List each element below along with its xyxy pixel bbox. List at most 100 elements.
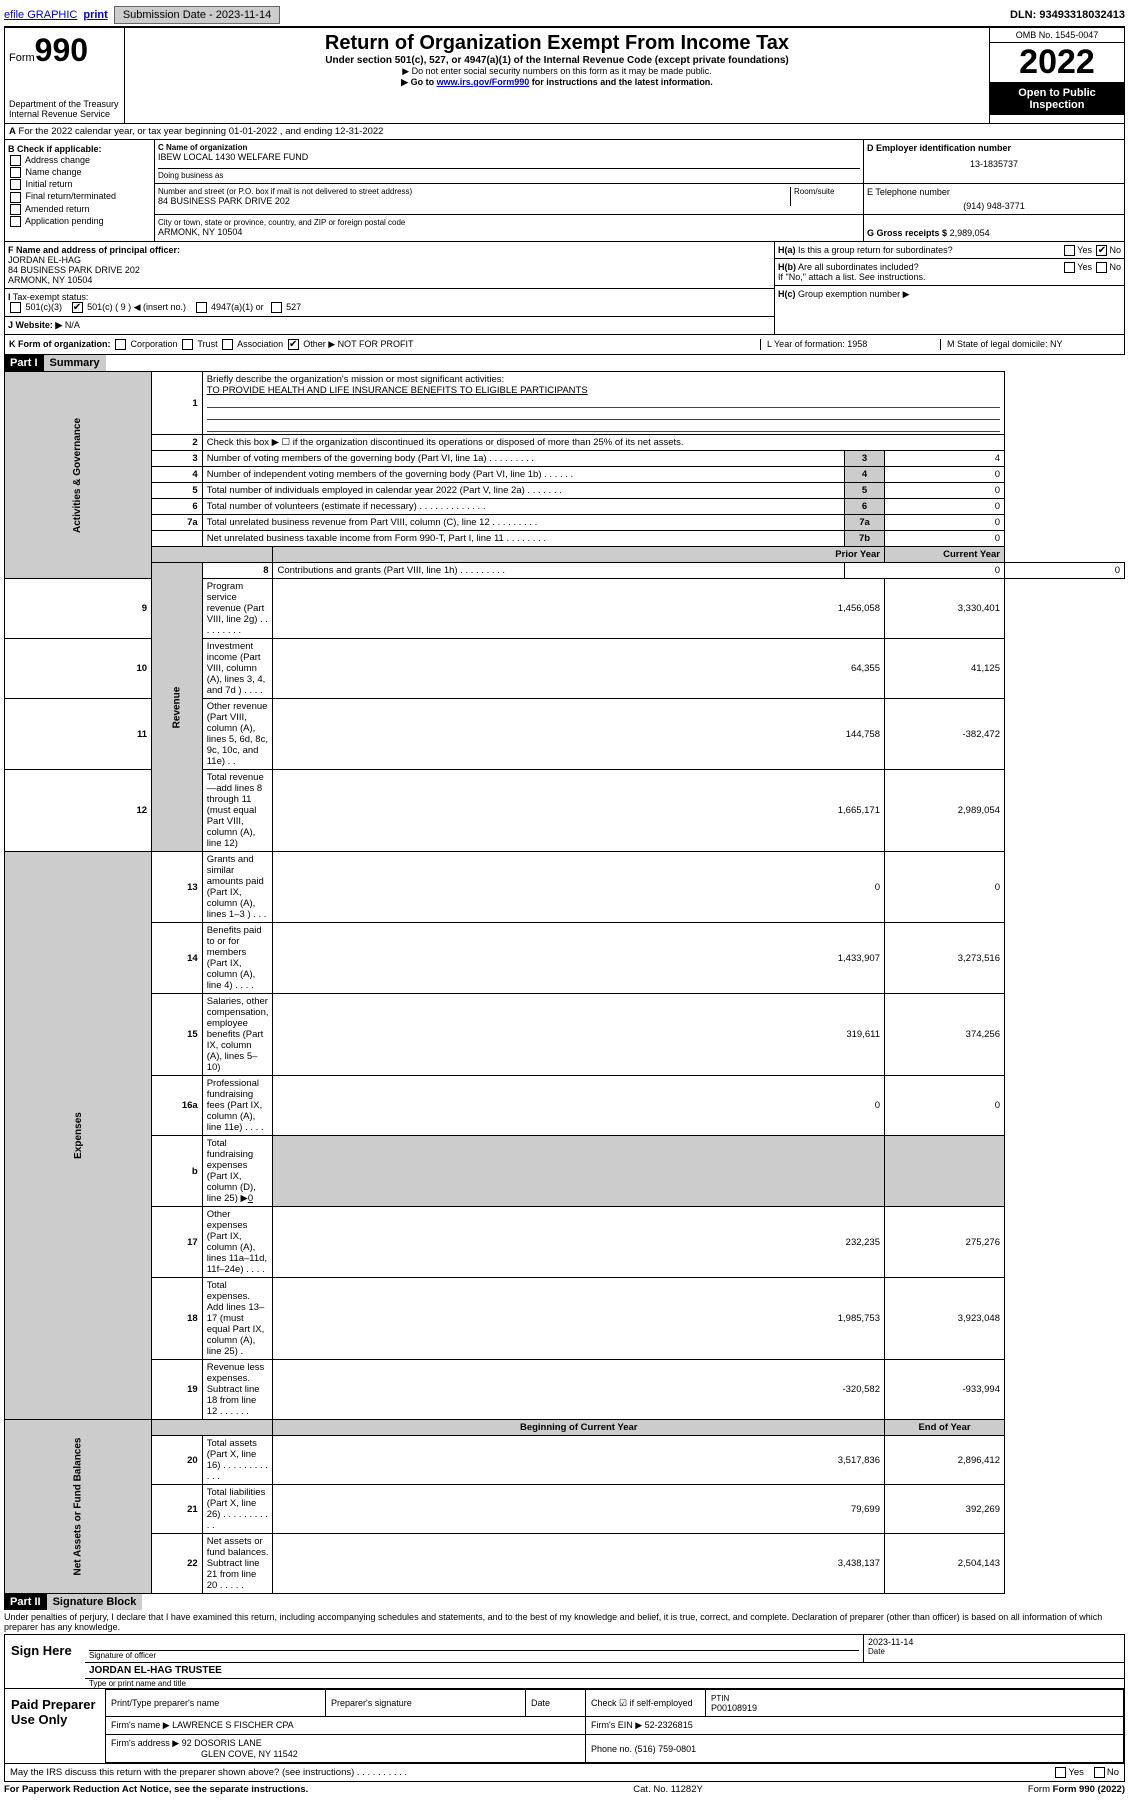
chk-corp[interactable] (115, 339, 126, 350)
goto-post: for instructions and the latest informat… (529, 77, 713, 87)
chk-hb-yes[interactable] (1064, 262, 1075, 273)
i-c: 501(c) ( 9 ) ◀ (insert no.) (87, 302, 186, 312)
hdr-current: Current Year (885, 547, 1005, 563)
chk-assoc[interactable] (222, 339, 233, 350)
chk-527[interactable] (271, 302, 282, 313)
q8: Contributions and grants (Part VIII, lin… (273, 563, 845, 579)
chk-ha-no[interactable] (1096, 245, 1107, 256)
dln: DLN: 93493318032413 (1010, 9, 1125, 21)
signature-block: Sign Here Signature of officer 2023-11-1… (4, 1634, 1125, 1764)
firm-ein: 52-2326815 (645, 1720, 693, 1730)
b-app: Application pending (25, 216, 104, 226)
v5: 0 (885, 483, 1005, 499)
chk-discuss-yes[interactable] (1055, 1767, 1066, 1778)
c20: 2,896,412 (885, 1436, 1005, 1485)
print-link[interactable]: print (83, 9, 107, 21)
c19: -933,994 (885, 1360, 1005, 1420)
dept-treasury: Department of the Treasury (9, 99, 120, 109)
p19: -320,582 (273, 1360, 885, 1420)
q2: Check this box ▶ ☐ if the organization d… (202, 435, 1004, 451)
p16a: 0 (273, 1076, 885, 1136)
ptin-label: PTIN (711, 1694, 729, 1703)
c15: 374,256 (885, 994, 1005, 1076)
q3: Number of voting members of the governin… (202, 451, 844, 467)
room-label: Room/suite (790, 187, 860, 206)
pt-sig-label: Preparer's signature (326, 1690, 526, 1717)
q1: Briefly describe the organization's miss… (207, 374, 505, 385)
form-title: Return of Organization Exempt From Incom… (129, 32, 985, 55)
dln-value: 93493318032413 (1039, 9, 1125, 21)
cat-no: Cat. No. 11282Y (633, 1784, 703, 1795)
p13: 0 (273, 852, 885, 923)
p14: 1,433,907 (273, 923, 885, 994)
q18: Total expenses. Add lines 13–17 (must eq… (202, 1278, 273, 1360)
irs-link[interactable]: www.irs.gov/Form990 (437, 77, 530, 87)
sig-date: 2023-11-14 (868, 1637, 1120, 1647)
c11: -382,472 (885, 699, 1005, 770)
q21: Total liabilities (Part X, line 26) . . … (202, 1485, 273, 1534)
hdr-end: End of Year (885, 1420, 1005, 1436)
i-label: Tax-exempt status: (13, 292, 89, 302)
p15: 319,611 (273, 994, 885, 1076)
chk-hb-no[interactable] (1096, 262, 1107, 273)
efile-link[interactable]: efile GRAPHIC (4, 9, 77, 21)
v3: 4 (885, 451, 1005, 467)
q17: Other expenses (Part IX, column (A), lin… (202, 1207, 273, 1278)
paid-preparer-label: Paid Preparer Use Only (5, 1689, 105, 1763)
chk-501c[interactable] (72, 302, 83, 313)
p10: 64,355 (273, 639, 885, 699)
j-label: Website: ▶ (16, 320, 63, 330)
i-4947: 4947(a)(1) or (211, 302, 264, 312)
firm-addr1: 92 DOSORIS LANE (182, 1738, 262, 1748)
rot-expenses: Expenses (73, 1112, 84, 1159)
c10: 41,125 (885, 639, 1005, 699)
submission-btn[interactable]: Submission Date - 2023-11-14 (114, 6, 280, 24)
form-header: Form990 Department of the Treasury Inter… (4, 27, 1125, 124)
tax-year: 2022 (990, 43, 1124, 83)
q7a: Total unrelated business revenue from Pa… (202, 515, 844, 531)
b-name: Name change (26, 167, 82, 177)
chk-ha-yes[interactable] (1064, 245, 1075, 256)
form-ref: Form 990 (2022) (1053, 1784, 1125, 1795)
pt-date-label: Date (526, 1690, 586, 1717)
q19: Revenue less expenses. Subtract line 18 … (202, 1360, 273, 1420)
submission-label: Submission Date - (123, 9, 213, 21)
discuss-yes: Yes (1068, 1767, 1084, 1778)
chk-amended[interactable] (10, 204, 21, 215)
chk-501c3[interactable] (10, 302, 21, 313)
pra-notice: For Paperwork Reduction Act Notice, see … (4, 1784, 308, 1795)
mission: TO PROVIDE HEALTH AND LIFE INSURANCE BEN… (207, 385, 588, 396)
hb-text: Are all subordinates included? (798, 262, 919, 272)
street: 84 BUSINESS PARK DRIVE 202 (158, 196, 790, 206)
b-label: B Check if applicable: (8, 144, 151, 154)
i-527: 527 (286, 302, 301, 312)
q7b: Net unrelated business taxable income fr… (202, 531, 844, 547)
chk-discuss-no[interactable] (1094, 1767, 1105, 1778)
phone: (516) 759-0801 (635, 1744, 697, 1754)
q9: Program service revenue (Part VIII, line… (202, 579, 273, 639)
chk-final[interactable] (10, 192, 21, 203)
declaration: Under penalties of perjury, I declare th… (4, 1610, 1125, 1634)
chk-name[interactable] (10, 167, 21, 178)
dln-label: DLN: (1010, 9, 1036, 21)
p8: 0 (845, 563, 1005, 579)
sign-here-label: Sign Here (5, 1635, 85, 1688)
chk-4947[interactable] (196, 302, 207, 313)
chk-trust[interactable] (182, 339, 193, 350)
q13: Grants and similar amounts paid (Part IX… (202, 852, 273, 923)
ha-no: No (1109, 245, 1121, 255)
omb-number: OMB No. 1545-0047 (990, 28, 1124, 43)
chk-address[interactable] (10, 155, 21, 166)
irs-label: Internal Revenue Service (9, 109, 120, 119)
b-addr: Address change (25, 155, 90, 165)
e-label: E Telephone number (867, 187, 1121, 197)
firm-addr-label: Firm's address ▶ (111, 1738, 179, 1748)
chk-other[interactable] (288, 339, 299, 350)
chk-initial[interactable] (10, 179, 21, 190)
officer-name: JORDAN EL-HAG (8, 255, 771, 265)
c14: 3,273,516 (885, 923, 1005, 994)
section-k: K Form of organization: Corporation Trus… (9, 339, 760, 350)
chk-application[interactable] (10, 216, 21, 227)
gross-receipts: 2,989,054 (950, 228, 990, 238)
part1-title: Summary (44, 355, 106, 371)
